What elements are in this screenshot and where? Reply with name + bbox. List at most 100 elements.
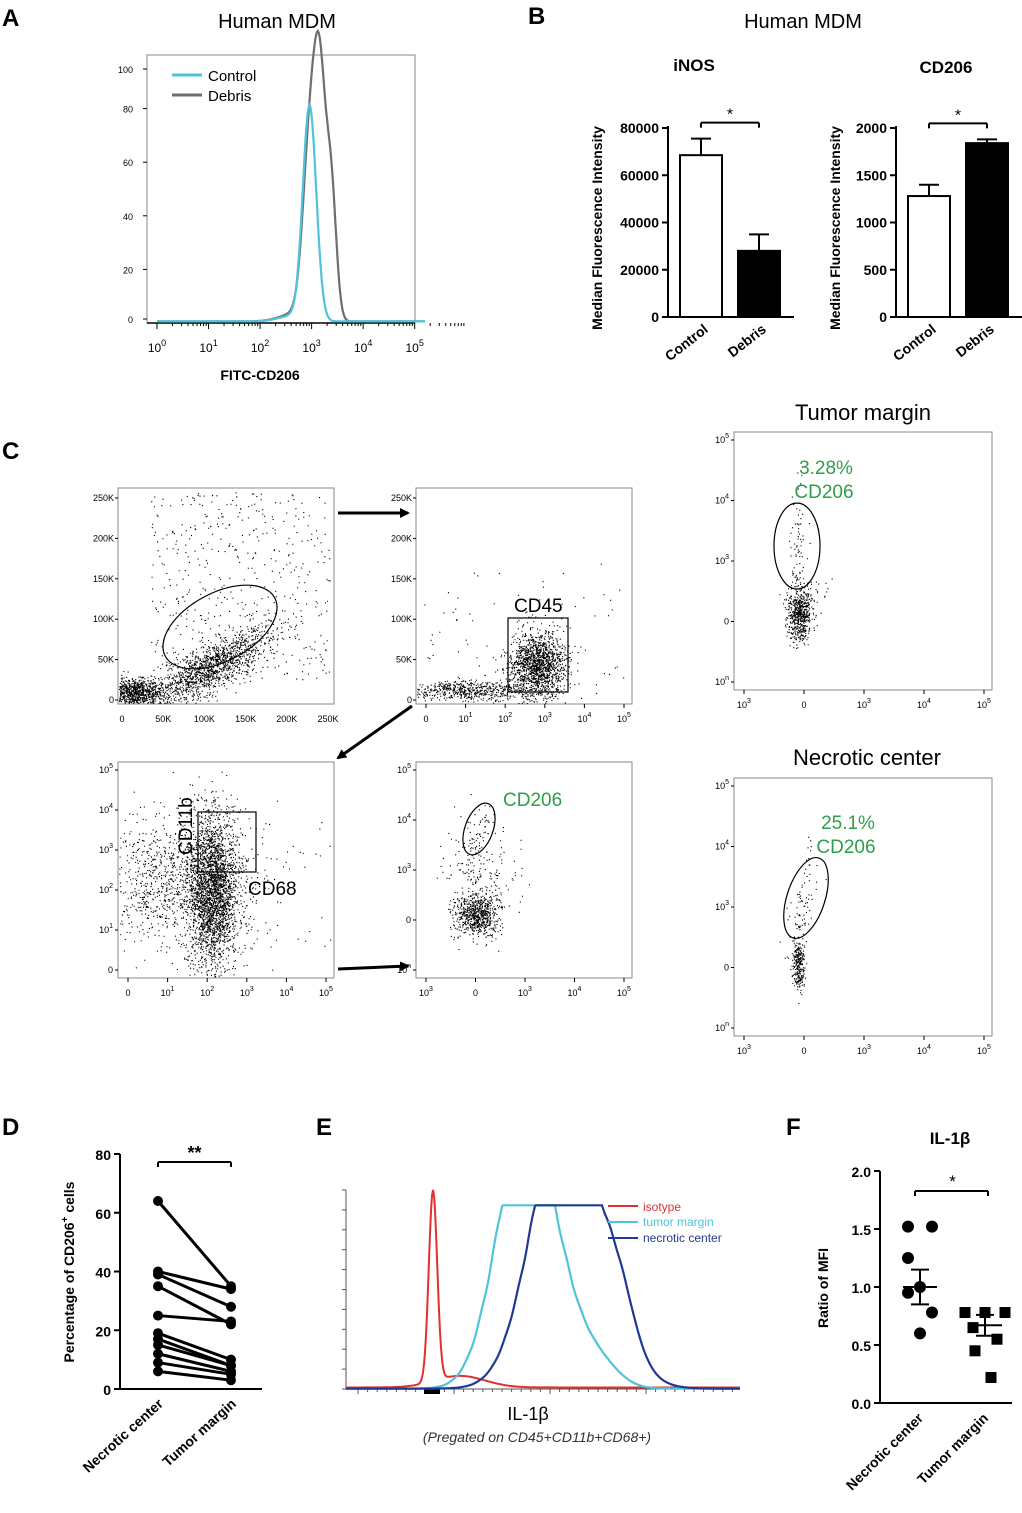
necrotic-center-point [914, 1327, 926, 1340]
x-tick-label: Tumor margin [159, 1395, 239, 1469]
y-tick-label: 250K [391, 493, 412, 503]
x-tick-label: 50K [155, 714, 171, 724]
paired-line [157, 1273, 232, 1309]
y-tick-label: 500 [864, 262, 888, 278]
log-tick-label: 104 [279, 986, 293, 998]
y-tick-label: 150K [391, 574, 412, 584]
log-tick-label: 104 [397, 813, 411, 825]
panel-d-letter: D [2, 1114, 19, 1141]
log-tick-label: 10n [715, 675, 729, 687]
tumor-margin-point [999, 1307, 1011, 1319]
necrotic-center-point [153, 1196, 163, 1206]
y-tick-label: 80000 [620, 120, 659, 136]
x-tick-label: 100 [148, 338, 166, 355]
cd206-ylabel: Median Fluorescence Intensity [827, 126, 843, 330]
paired-line [156, 1200, 233, 1288]
log-tick-label: 104 [715, 840, 729, 852]
log-tick-label: 104 [715, 494, 729, 506]
panel-a-x-ticks: 100 101 102 103 104 105 [147, 322, 465, 355]
y-tick-label: 100K [93, 614, 114, 624]
y-tick-label: 150K [93, 574, 114, 584]
y-tick-label: 200K [391, 533, 412, 543]
y-tick-label: 2.0 [852, 1164, 872, 1180]
log-tick-label: 105 [617, 986, 631, 998]
paired-line [157, 1361, 232, 1376]
tm-cd206-gate [773, 502, 821, 590]
x-tick-label: 104 [354, 338, 372, 355]
tumor-margin-point [226, 1284, 236, 1295]
legend-label-necrotic-center: necrotic center [643, 1231, 722, 1245]
gating-arrow-3 [337, 961, 410, 972]
y-tick-label: 0 [128, 315, 133, 325]
significance-stars: ** [187, 1143, 201, 1163]
log-tick-label: 103 [99, 843, 113, 855]
paired-line [157, 1343, 232, 1367]
bar-control [907, 195, 951, 318]
y-tick-label: 250K [93, 493, 114, 503]
bar-debris [737, 249, 781, 319]
necrotic-center-point [902, 1252, 914, 1264]
y-tick-label: 0.5 [852, 1338, 872, 1354]
log-tick-label: 103 [857, 698, 871, 710]
panel-b: B Human MDM iNOS CD206 Median Fluorescen… [528, 3, 1022, 364]
log-tick-label: 103 [240, 986, 254, 998]
necrotic-center-point [926, 1220, 938, 1233]
tumor-margin-point [967, 1322, 979, 1334]
panel-a-xlabel: FITC-CD206 [220, 367, 300, 383]
fsc-ssc-plot [117, 487, 335, 705]
x-tick-label: 0 [423, 714, 428, 724]
tumor-margin-point [226, 1375, 236, 1386]
significance-star: * [955, 107, 961, 124]
histogram-control [157, 102, 425, 323]
x-tick-label: Necrotic center [80, 1395, 167, 1475]
panel-d: D Percentage of CD206+ cells 80 60 40 20 0 **… [2, 1114, 262, 1475]
tumor-margin-plot [733, 431, 993, 691]
y-tick-label: 0 [108, 965, 113, 975]
y-tick-label: 1500 [856, 167, 887, 183]
log-tick-label: 105 [715, 779, 729, 791]
x-tick-label: 0 [125, 988, 130, 998]
flow-event-dots [119, 466, 833, 1005]
legend-label-isotype: isotype [643, 1200, 681, 1214]
flow-events [119, 466, 833, 1005]
bar-control [679, 154, 723, 318]
y-tick-label: 50K [98, 655, 114, 665]
panel-f-letter: F [786, 1114, 801, 1141]
y-tick-label: 1000 [856, 215, 887, 231]
necrotic-center-point [153, 1339, 163, 1350]
tumor-margin-point [226, 1316, 236, 1327]
tumor-margin-point [991, 1333, 1003, 1345]
y-tick-label: 20 [95, 1323, 111, 1339]
y-tick-label: 0 [724, 963, 729, 973]
panel-e-note: (Pregated on CD45+CD11b+CD68+) [423, 1429, 651, 1445]
significance-star: * [727, 107, 733, 124]
paired-line [157, 1352, 232, 1373]
y-tick-label: 0 [109, 695, 114, 705]
necrotic-center-point [153, 1357, 163, 1368]
y-tick-label: 20 [123, 265, 133, 275]
legend-label-debris: Debris [208, 88, 251, 105]
log-tick-label: 104 [917, 1044, 931, 1056]
log-tick-label: 103 [857, 1044, 871, 1056]
log-tick-label: 101 [459, 712, 473, 724]
gate-cd45-box [507, 617, 569, 693]
log-tick-label: 105 [617, 712, 631, 724]
gate-cd68-label: CD68 [248, 879, 297, 900]
paired-line [157, 1331, 232, 1362]
bar-debris [965, 142, 1009, 318]
log-tick-label: 104 [568, 986, 582, 998]
panel-a: A Human MDM 100 80 60 40 20 0 100 101 102 103 104… [2, 5, 465, 383]
log-tick-label: 105 [977, 1044, 991, 1056]
gate-cd11b-cd68-box [197, 811, 257, 873]
paired-line [157, 1314, 232, 1323]
necrotic-center-point [153, 1310, 163, 1321]
nc-cd206-gate [783, 857, 829, 939]
y-tick-label: 50K [396, 655, 412, 665]
y-tick-label: 0 [407, 695, 412, 705]
log-tick-label: 103 [737, 698, 751, 710]
